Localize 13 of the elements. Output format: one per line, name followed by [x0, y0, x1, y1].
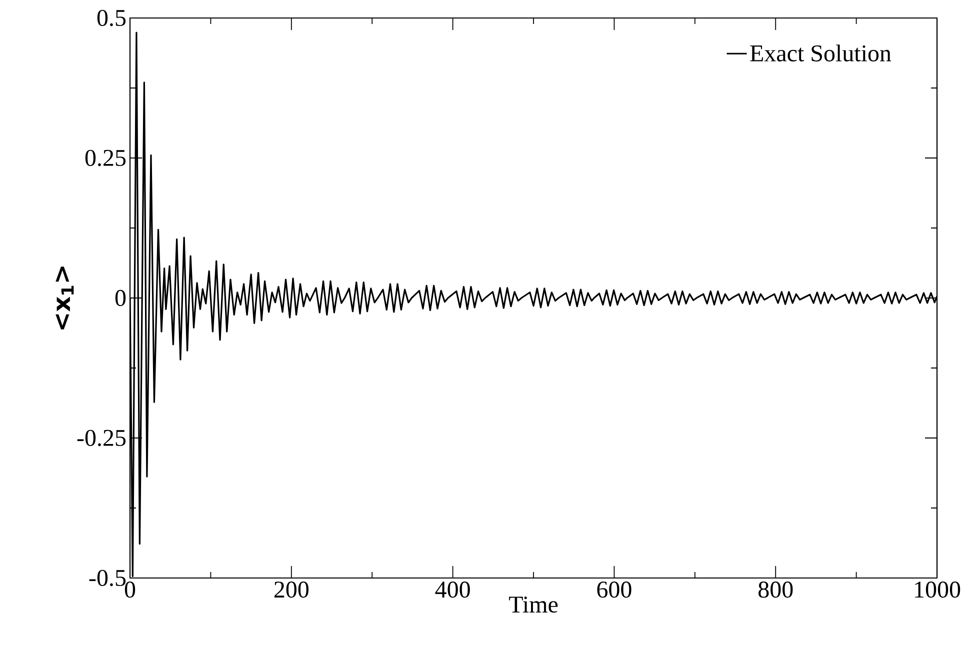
x-tick-label: 600 [597, 582, 632, 598]
y-tick-label: 0.25 [85, 150, 126, 166]
y-tick-label: 0 [115, 290, 126, 306]
y-axis-title: <x$_{1}$> [56, 266, 74, 330]
x-axis-title: Time [509, 596, 558, 613]
x-tick-label: 800 [758, 582, 793, 598]
x-tick-label: 1000 [915, 582, 960, 598]
y-tick-label: -0.25 [77, 430, 126, 446]
x-tick-label: 200 [274, 582, 308, 598]
y-tick-label: 0.5 [97, 10, 126, 26]
x-tick-label: 400 [435, 582, 470, 598]
y-tick-label: -0.5 [89, 570, 126, 586]
legend-label: Exact Solution [750, 44, 892, 62]
